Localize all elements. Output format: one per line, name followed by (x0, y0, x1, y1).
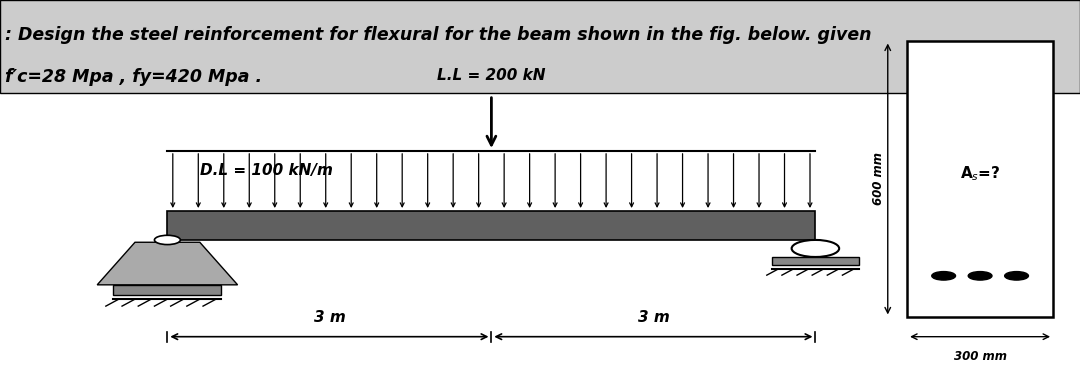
Text: D.L = 100 kN/m: D.L = 100 kN/m (200, 163, 333, 178)
Circle shape (1004, 272, 1028, 280)
Text: L.L = 200 kN: L.L = 200 kN (437, 68, 545, 83)
Circle shape (154, 235, 180, 245)
Text: : Design the steel reinforcement for flexural for the beam shown in the fig. bel: : Design the steel reinforcement for fle… (5, 26, 872, 44)
Bar (772, 257, 859, 265)
Circle shape (969, 272, 993, 280)
Polygon shape (97, 242, 238, 285)
Text: 3 m: 3 m (637, 310, 670, 325)
Text: 300 mm: 300 mm (954, 350, 1007, 363)
Text: 600 mm: 600 mm (872, 152, 885, 205)
Bar (113, 285, 221, 295)
Text: A$_s$=?: A$_s$=? (960, 164, 1000, 183)
Bar (907, 41, 1053, 317)
Circle shape (932, 272, 956, 280)
Text: 3 m: 3 m (313, 310, 346, 325)
Bar (0, 0, 1080, 93)
Circle shape (792, 240, 839, 257)
Bar (167, 211, 815, 240)
Text: f′c=28 Mpa , fy=420 Mpa .: f′c=28 Mpa , fy=420 Mpa . (5, 68, 262, 86)
